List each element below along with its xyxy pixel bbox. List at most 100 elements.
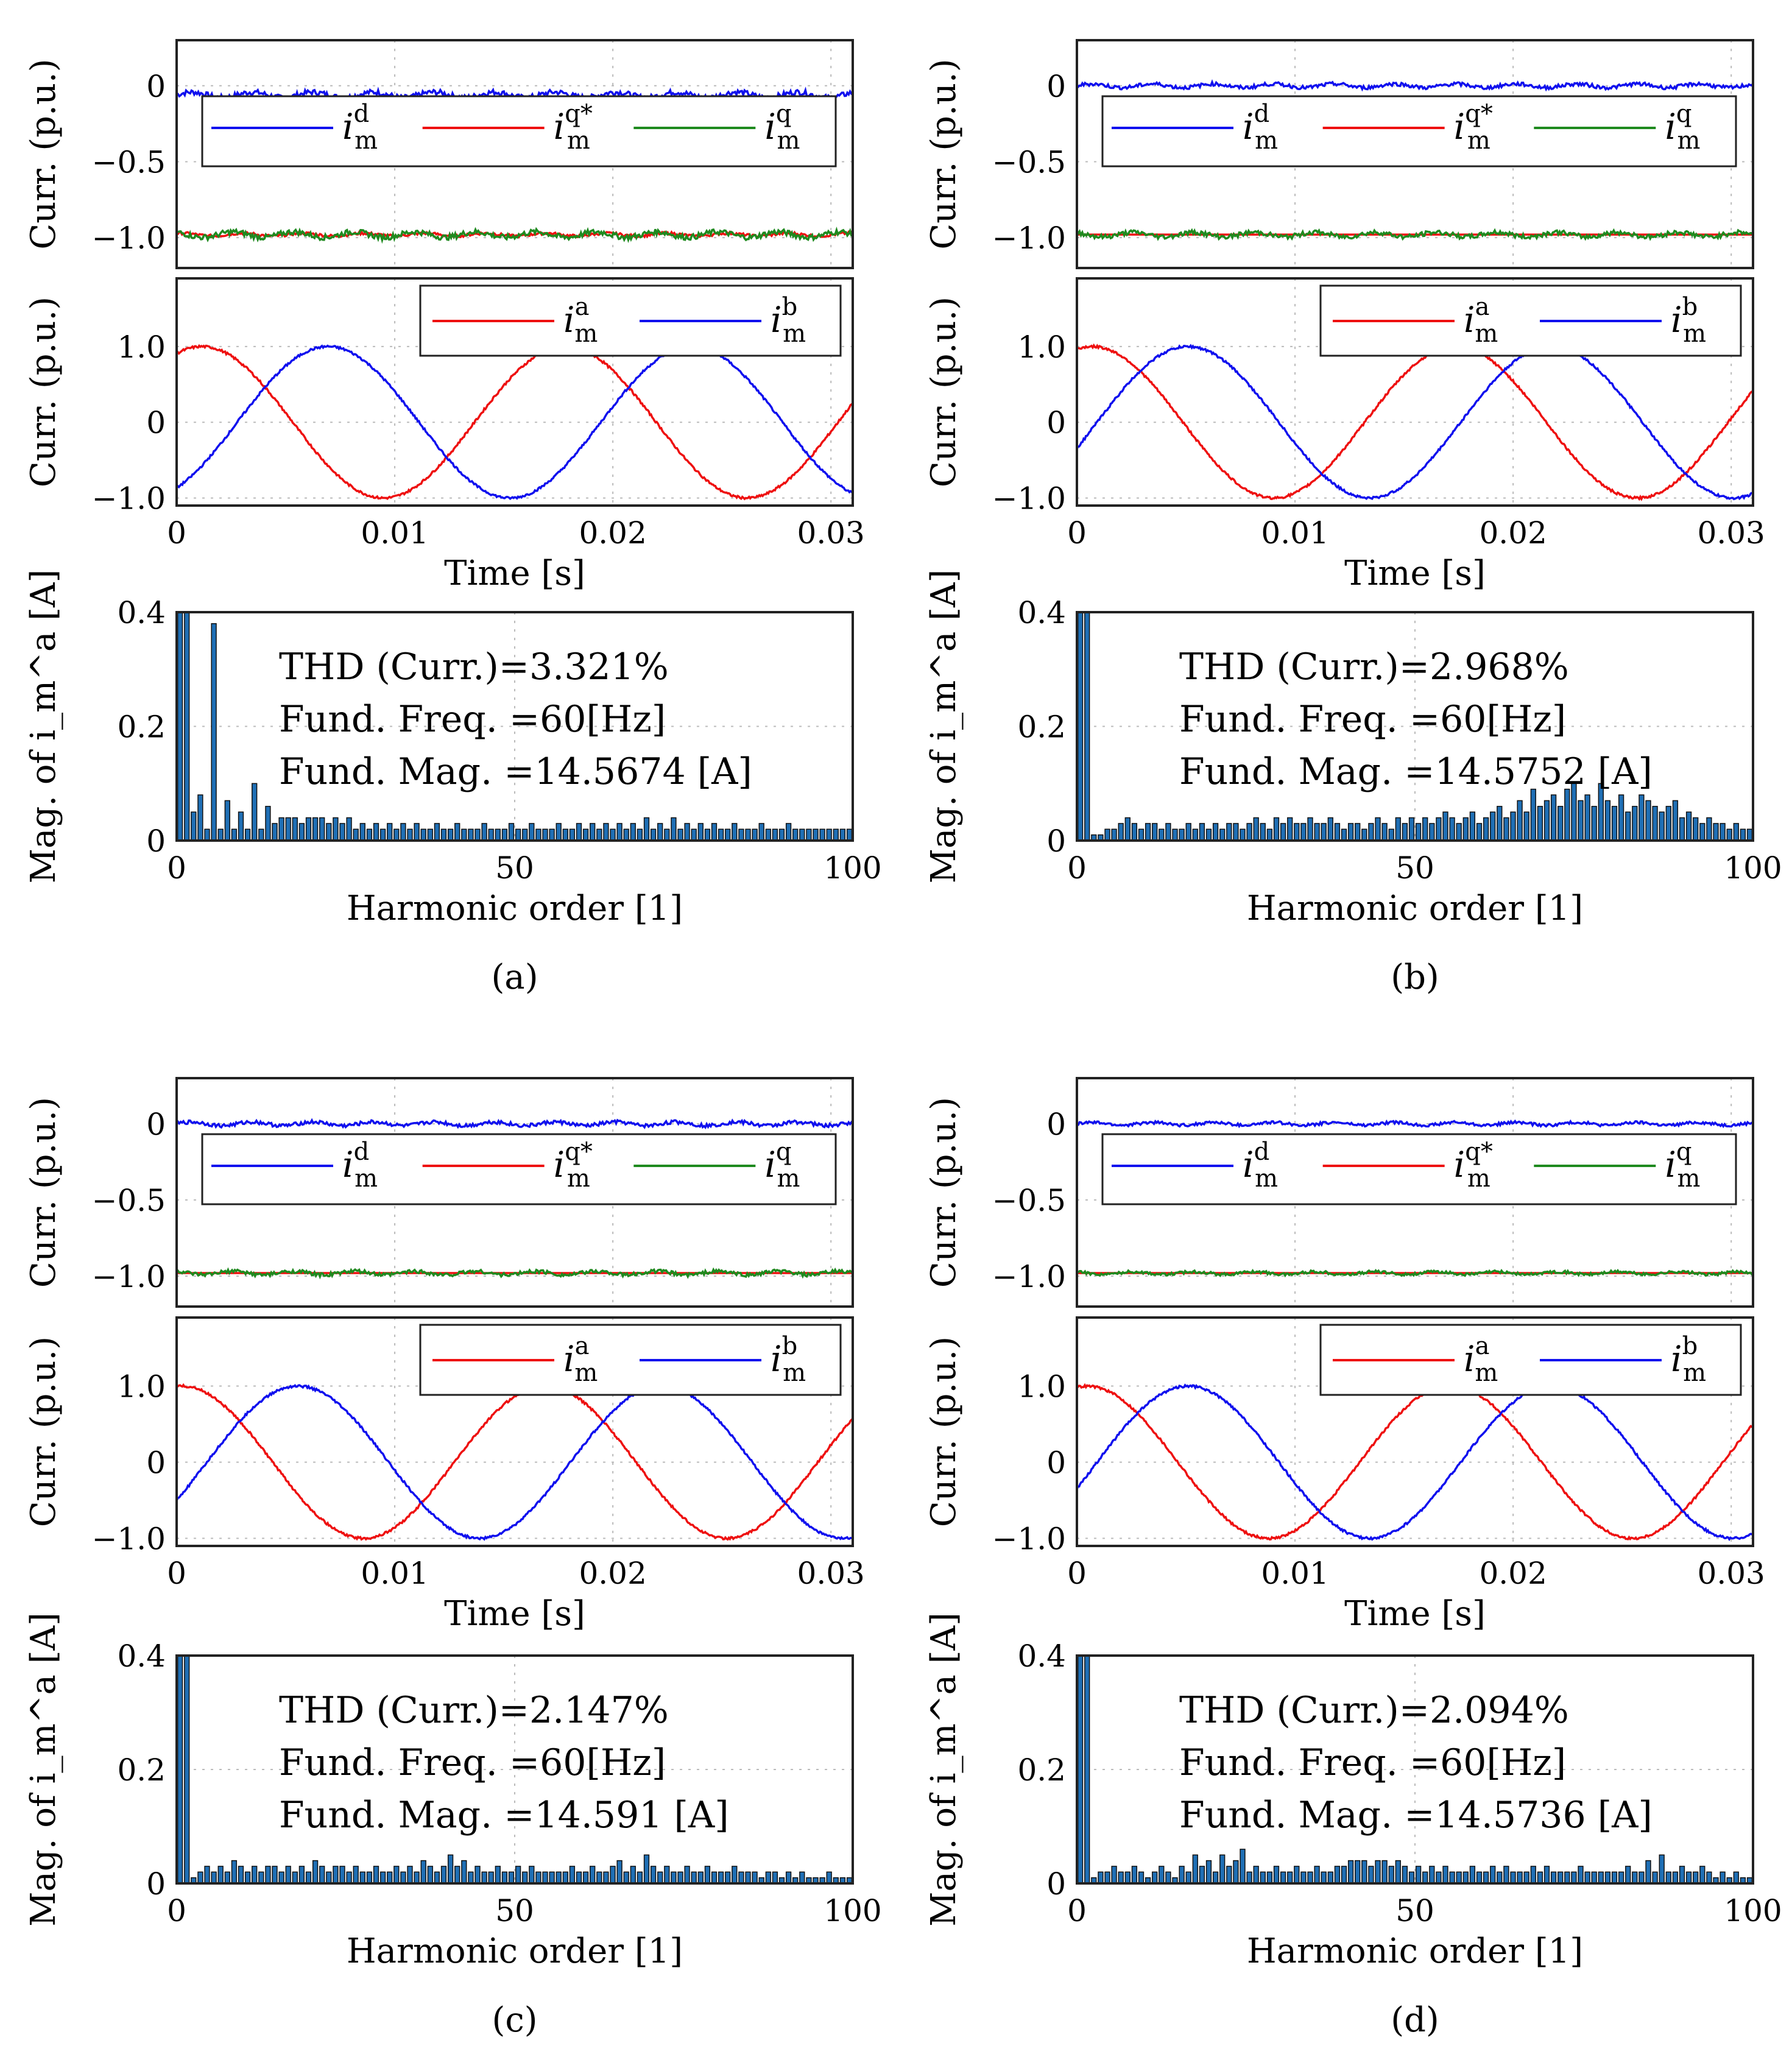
fft-bar bbox=[1652, 806, 1658, 841]
fft-bar bbox=[1483, 1871, 1489, 1884]
fft-info-line-2: Fund. Freq. =60[Hz] bbox=[279, 1741, 666, 1784]
fft-bar bbox=[603, 823, 609, 841]
fft-bar bbox=[562, 1871, 568, 1884]
fft-bar bbox=[1402, 1866, 1408, 1884]
abc-series-a bbox=[175, 344, 854, 501]
fft-bar bbox=[1490, 811, 1496, 841]
abc-xtick-label: 0.03 bbox=[1698, 1556, 1765, 1591]
fft-bar bbox=[1604, 1871, 1611, 1884]
fft-bar bbox=[671, 817, 677, 841]
fft-bar bbox=[231, 1860, 238, 1884]
fft-bar bbox=[252, 1866, 258, 1884]
fft-bar bbox=[319, 817, 325, 841]
fft-bar bbox=[1469, 811, 1476, 841]
fft-bar bbox=[1165, 823, 1171, 841]
fft-bar bbox=[292, 817, 298, 841]
fft-bar bbox=[244, 1871, 251, 1884]
dq-ytick-label: −1.0 bbox=[92, 221, 166, 256]
abc-axes-frame bbox=[175, 1316, 854, 1547]
fft-bar bbox=[1665, 806, 1671, 841]
fft-bar bbox=[1693, 817, 1699, 841]
fft-bar bbox=[1104, 828, 1110, 841]
abc-axes-frame bbox=[1076, 277, 1754, 507]
fft-bar bbox=[1111, 828, 1117, 841]
fft-bar bbox=[1429, 1866, 1435, 1884]
fft-bar bbox=[1462, 1871, 1469, 1884]
fft-bar bbox=[278, 1871, 284, 1884]
fft-xlabel: Harmonic order [1] bbox=[347, 889, 683, 928]
fft-bar bbox=[1159, 828, 1165, 841]
fft-bar bbox=[272, 1866, 278, 1884]
fft-bar bbox=[556, 1871, 562, 1884]
fft-bar bbox=[637, 1871, 643, 1884]
fft-ytick-label: 0.2 bbox=[117, 710, 166, 745]
fft-bar bbox=[333, 817, 339, 841]
fft-bar bbox=[1517, 800, 1523, 841]
fft-bar bbox=[1720, 1871, 1726, 1884]
fft-bar bbox=[1395, 817, 1401, 841]
abc-ytick-label: 0 bbox=[146, 1445, 166, 1481]
fft-bar bbox=[576, 823, 582, 841]
fft-bar bbox=[1503, 1866, 1509, 1884]
fft-bar bbox=[1111, 1866, 1117, 1884]
fft-xlabel: Harmonic order [1] bbox=[347, 1932, 683, 1971]
fft-bar bbox=[1408, 1871, 1415, 1884]
fft-bar bbox=[556, 823, 562, 841]
fft-bar bbox=[238, 1866, 244, 1884]
fft-xlabel: Harmonic order [1] bbox=[1247, 1932, 1583, 1971]
abc-xtick-label: 0.01 bbox=[1261, 515, 1328, 551]
dq-legend-qref-label: iq* m bbox=[554, 100, 593, 155]
fft-bar bbox=[1523, 811, 1529, 841]
dq-legend-d-label: id m bbox=[342, 1138, 378, 1193]
fft-bar bbox=[1375, 817, 1381, 841]
dq-series-q bbox=[1076, 228, 1754, 241]
fft-bar bbox=[1179, 828, 1185, 841]
fft-bar bbox=[1219, 828, 1226, 841]
dq-legend-q-label: iq m bbox=[764, 100, 800, 155]
dq-legend-box bbox=[1101, 1133, 1737, 1205]
fft-bar bbox=[1530, 788, 1536, 841]
fft-bar bbox=[211, 1871, 217, 1884]
fft-bar bbox=[1591, 1871, 1597, 1884]
fft-bar bbox=[1604, 800, 1611, 841]
fft-bar bbox=[1456, 1871, 1462, 1884]
fft-bar bbox=[1334, 1866, 1341, 1884]
fft-bar bbox=[529, 823, 535, 841]
fft-bar bbox=[792, 828, 799, 841]
dq-legend-box bbox=[201, 1133, 837, 1205]
fft-bar bbox=[1212, 823, 1219, 841]
fft-bar bbox=[1685, 811, 1692, 841]
fft-plot: 0 0.2 0.4 0 50 100 THD (Curr.)=2.968% Fund. Fre… bbox=[924, 570, 1782, 928]
fft-bar bbox=[1639, 1871, 1645, 1884]
abc-ytick-label: 1.0 bbox=[1017, 330, 1066, 365]
dq-ytick-label: −1.0 bbox=[992, 221, 1066, 256]
fft-bar bbox=[393, 828, 400, 841]
fft-bar bbox=[819, 828, 825, 841]
dq-current-plot: 0 −0.5 −1.0 id m iq* m iq m Curr. (p.u.) bbox=[924, 1077, 1754, 1308]
fft-bar bbox=[1266, 828, 1273, 841]
fft-bar bbox=[1159, 1866, 1165, 1884]
fft-bar bbox=[1632, 1871, 1638, 1884]
abc-xtick-label: 0 bbox=[1067, 1556, 1087, 1591]
fft-bar bbox=[305, 817, 312, 841]
fft-bar bbox=[745, 828, 751, 841]
fft-bar bbox=[1273, 817, 1280, 841]
abc-legend-a-label: ia m bbox=[563, 293, 598, 348]
fft-bar bbox=[488, 1871, 494, 1884]
fft-bar bbox=[1321, 1871, 1327, 1884]
fft-bar bbox=[1449, 1871, 1455, 1884]
fft-bar bbox=[1645, 800, 1651, 841]
fft-bar bbox=[1720, 823, 1726, 841]
fft-bar bbox=[569, 1866, 576, 1884]
fft-bar bbox=[697, 1871, 704, 1884]
dq-ytick-label: −0.5 bbox=[992, 144, 1066, 180]
fft-bar bbox=[1138, 828, 1145, 841]
fft-bar bbox=[1240, 828, 1246, 841]
fft-bar bbox=[1381, 1860, 1388, 1884]
subfigure-caption: (d) bbox=[1391, 2000, 1439, 2040]
dq-legend-q-label: iq m bbox=[1665, 1138, 1700, 1193]
fft-xtick-label: 50 bbox=[495, 850, 534, 886]
fft-bar bbox=[379, 1871, 386, 1884]
fft-plot: 0 0.2 0.4 0 50 100 THD (Curr.)=2.147% Fund. Fre… bbox=[24, 1612, 882, 1971]
